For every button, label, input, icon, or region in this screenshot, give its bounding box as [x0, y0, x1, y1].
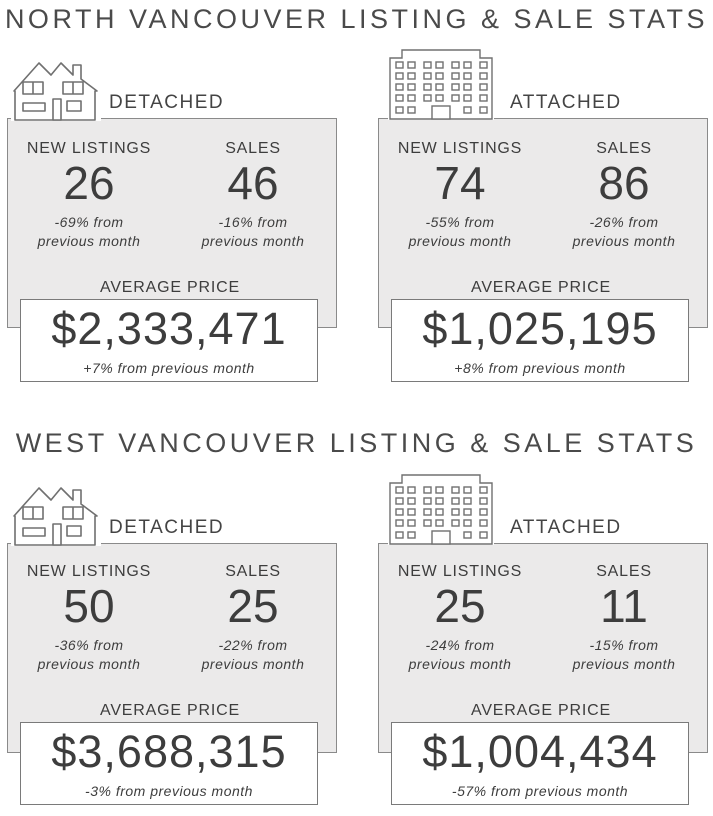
new-listings-label: NEW LISTINGS [26, 140, 152, 157]
stats-card [378, 543, 708, 753]
stats-card [378, 118, 708, 328]
sales-stat: SALES 11 -15% from previous month [544, 563, 704, 674]
average-price-label: AVERAGE PRICE [471, 279, 611, 296]
sales-change-line2: previous month [572, 656, 676, 672]
sales-change-line1: -16% from [218, 214, 288, 230]
sales-change-line1: -26% from [589, 214, 659, 230]
new-listings-label: NEW LISTINGS [397, 563, 523, 580]
new-listings-stat: NEW LISTINGS 50 -36% from previous month [9, 563, 169, 674]
house-icon [11, 482, 101, 546]
stats-card [7, 543, 337, 753]
sales-label: SALES [596, 563, 652, 580]
sales-label: SALES [225, 140, 281, 157]
new-listings-value: 25 [434, 580, 486, 632]
new-listings-change-line2: previous month [408, 233, 512, 249]
average-price-box: $1,025,195 +8% from previous month [391, 299, 689, 382]
new-listings-change-line1: -36% from [54, 637, 124, 653]
new-listings-stat: NEW LISTINGS 74 -55% from previous month [380, 140, 540, 251]
detached-label: DETACHED [109, 92, 225, 113]
stats-card [7, 118, 337, 328]
average-price-change: +7% from previous month [83, 360, 255, 376]
average-price-box: $3,688,315 -3% from previous month [20, 722, 318, 805]
sales-change-line2: previous month [201, 656, 305, 672]
average-price-label: AVERAGE PRICE [100, 702, 240, 719]
sales-value: 11 [600, 580, 648, 632]
new-listings-value: 26 [63, 157, 115, 209]
new-listings-change-line2: previous month [37, 233, 141, 249]
new-listings-change-line1: -55% from [425, 214, 495, 230]
apartment-building-icon [388, 46, 494, 120]
new-listings-value: 50 [63, 580, 115, 632]
section-title-west: WEST VANCOUVER LISTING & SALE STATS [15, 428, 698, 458]
average-price-change: -3% from previous month [85, 783, 253, 799]
new-listings-stat: NEW LISTINGS 26 -69% from previous month [9, 140, 169, 251]
average-price-box: $2,333,471 +7% from previous month [20, 299, 318, 382]
average-price-label: AVERAGE PRICE [471, 702, 611, 719]
new-listings-change-line1: -69% from [54, 214, 124, 230]
sales-label: SALES [225, 563, 281, 580]
sales-stat: SALES 86 -26% from previous month [544, 140, 704, 251]
sales-label: SALES [596, 140, 652, 157]
average-price-value: $1,025,195 [422, 303, 658, 354]
average-price-box: $1,004,434 -57% from previous month [391, 722, 689, 805]
new-listings-value: 74 [434, 157, 486, 209]
attached-label: ATTACHED [510, 92, 622, 113]
new-listings-label: NEW LISTINGS [397, 140, 523, 157]
sales-change-line2: previous month [572, 233, 676, 249]
new-listings-stat: NEW LISTINGS 25 -24% from previous month [380, 563, 540, 674]
sales-value: 86 [598, 157, 650, 209]
sales-stat: SALES 25 -22% from previous month [173, 563, 333, 674]
average-price-change: +8% from previous month [454, 360, 626, 376]
apartment-building-icon [388, 471, 494, 545]
average-price-value: $1,004,434 [422, 726, 658, 777]
attached-label: ATTACHED [510, 517, 622, 538]
sales-change-line1: -15% from [589, 637, 659, 653]
new-listings-change-line1: -24% from [425, 637, 495, 653]
new-listings-change-line2: previous month [37, 656, 141, 672]
sales-value: 46 [227, 157, 279, 209]
sales-change-line2: previous month [201, 233, 305, 249]
average-price-change: -57% from previous month [451, 783, 629, 799]
new-listings-change-line2: previous month [408, 656, 512, 672]
sales-stat: SALES 46 -16% from previous month [173, 140, 333, 251]
detached-label: DETACHED [109, 517, 225, 538]
average-price-label: AVERAGE PRICE [100, 279, 240, 296]
average-price-value: $3,688,315 [51, 726, 287, 777]
house-icon [11, 57, 101, 121]
new-listings-label: NEW LISTINGS [26, 563, 152, 580]
sales-value: 25 [227, 580, 279, 632]
section-title-north: NORTH VANCOUVER LISTING & SALE STATS [4, 4, 709, 34]
sales-change-line1: -22% from [218, 637, 288, 653]
average-price-value: $2,333,471 [51, 303, 287, 354]
